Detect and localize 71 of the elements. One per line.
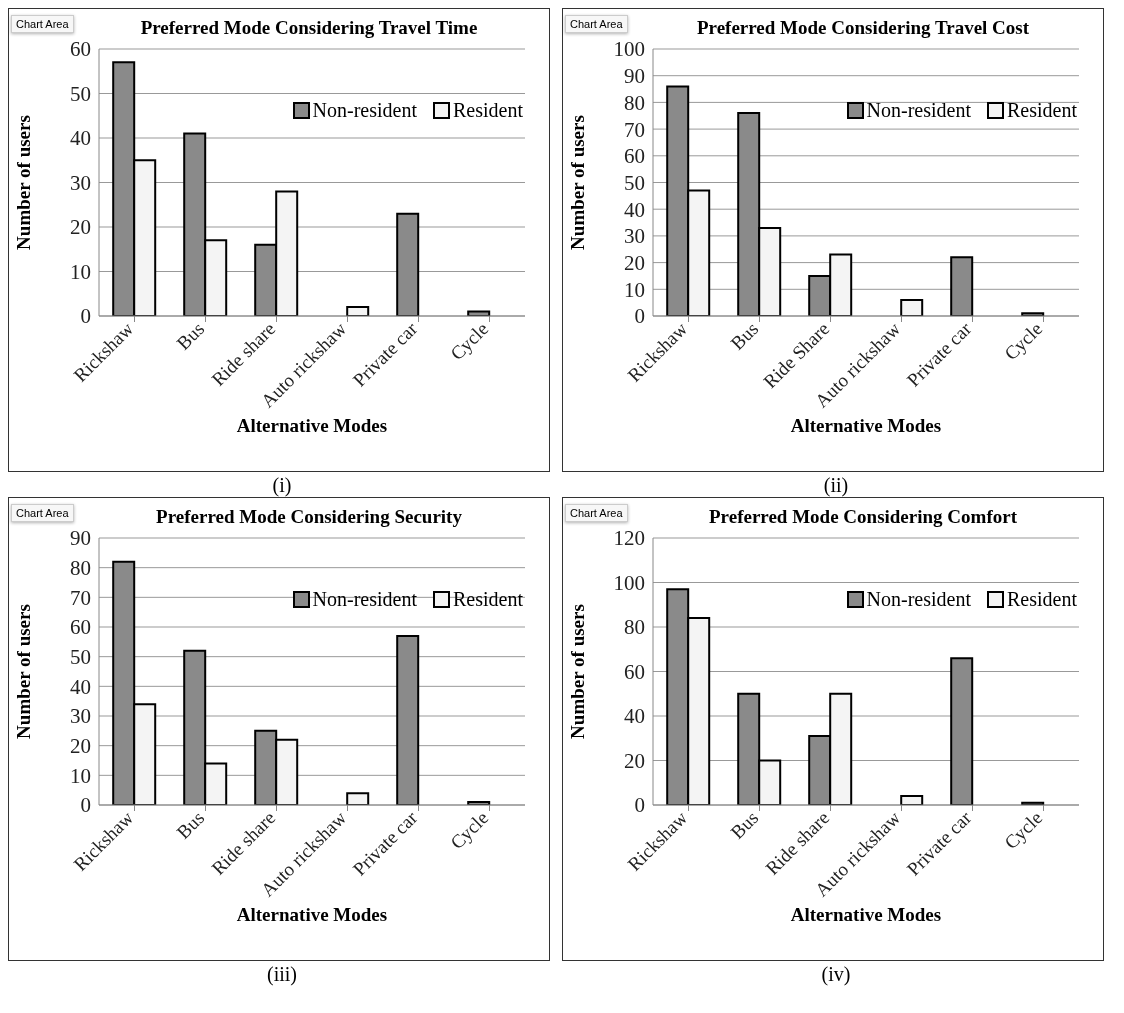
y-tick-label: 100 — [613, 570, 645, 595]
y-tick-label: 10 — [70, 259, 91, 284]
y-tick-label: 0 — [80, 304, 91, 329]
x-tick-label: Bus — [726, 806, 763, 843]
y-tick-label: 40 — [70, 674, 91, 699]
y-tick-label: 20 — [624, 748, 645, 773]
bar — [900, 795, 924, 805]
y-tick-label: 40 — [624, 704, 645, 729]
text: Chart Area — [11, 15, 74, 33]
bar — [900, 298, 924, 316]
y-tick-label: 20 — [624, 251, 645, 276]
y-tick-label: 60 — [70, 615, 91, 640]
y-tick-label: 80 — [624, 90, 645, 115]
legend-label: Resident — [453, 588, 523, 611]
text: Chart Area — [565, 504, 628, 522]
y-tick-label: 30 — [624, 224, 645, 249]
y-tick-label: 40 — [624, 197, 645, 222]
bar — [346, 306, 370, 316]
x-axis-title: Alternative Modes — [790, 415, 942, 436]
y-tick-label: 50 — [70, 81, 91, 106]
legend-label: Non-resident — [312, 588, 417, 611]
y-axis-title: Number of users — [566, 604, 588, 739]
legend-label: Resident — [453, 99, 523, 122]
y-tick-label: 50 — [624, 170, 645, 195]
y-tick-label: 120 — [613, 526, 645, 551]
y-tick-label: 0 — [634, 793, 645, 818]
text: Chart Area — [565, 15, 628, 33]
y-axis-title: Number of users — [12, 604, 34, 739]
y-tick-label: 50 — [70, 645, 91, 670]
legend-label: Resident — [1007, 588, 1077, 611]
x-axis-title: Alternative Modes — [236, 904, 388, 925]
y-tick-label: 90 — [624, 64, 645, 89]
text: (ii) — [822, 474, 850, 497]
y-tick-label: 10 — [624, 277, 645, 302]
y-tick-label: 40 — [70, 126, 91, 151]
y-tick-label: 80 — [624, 615, 645, 640]
y-tick-label: 10 — [70, 763, 91, 788]
chart-title: Preferred Mode Considering Comfort — [709, 506, 1017, 527]
chart-title: Preferred Mode Considering Security — [156, 506, 462, 527]
y-tick-label: 20 — [70, 215, 91, 240]
x-axis-title: Alternative Modes — [790, 904, 942, 925]
x-tick-label: Bus — [172, 317, 209, 354]
y-tick-label: 80 — [70, 556, 91, 581]
y-tick-label: 70 — [624, 117, 645, 142]
y-tick-label: 60 — [70, 37, 91, 62]
text: (i) — [271, 474, 293, 497]
x-axis-title: Alternative Modes — [236, 415, 388, 436]
legend-label: Non-resident — [312, 99, 417, 122]
x-tick-label: Bus — [172, 806, 209, 843]
y-tick-label: 30 — [70, 704, 91, 729]
text: (iii) — [266, 963, 298, 986]
bar — [346, 792, 370, 805]
y-tick-label: 0 — [634, 304, 645, 329]
chart-title: Preferred Mode Considering Travel Time — [140, 17, 478, 38]
y-tick-label: 100 — [613, 37, 645, 62]
legend-label: Non-resident — [866, 588, 971, 611]
chart-title: Preferred Mode Considering Travel Cost — [696, 17, 1030, 38]
legend-label: Resident — [1007, 99, 1077, 122]
y-tick-label: 30 — [70, 170, 91, 195]
y-tick-label: 60 — [624, 659, 645, 684]
legend-label: Non-resident — [866, 99, 971, 122]
text: (iv) — [820, 963, 852, 986]
y-tick-label: 90 — [70, 526, 91, 551]
text: Chart Area — [11, 504, 74, 522]
y-axis-title: Number of users — [566, 115, 588, 250]
y-axis-title: Number of users — [12, 115, 34, 250]
x-tick-label: Bus — [726, 317, 763, 354]
y-tick-label: 0 — [80, 793, 91, 818]
y-tick-label: 60 — [624, 144, 645, 169]
y-tick-label: 70 — [70, 585, 91, 610]
y-tick-label: 20 — [70, 734, 91, 759]
